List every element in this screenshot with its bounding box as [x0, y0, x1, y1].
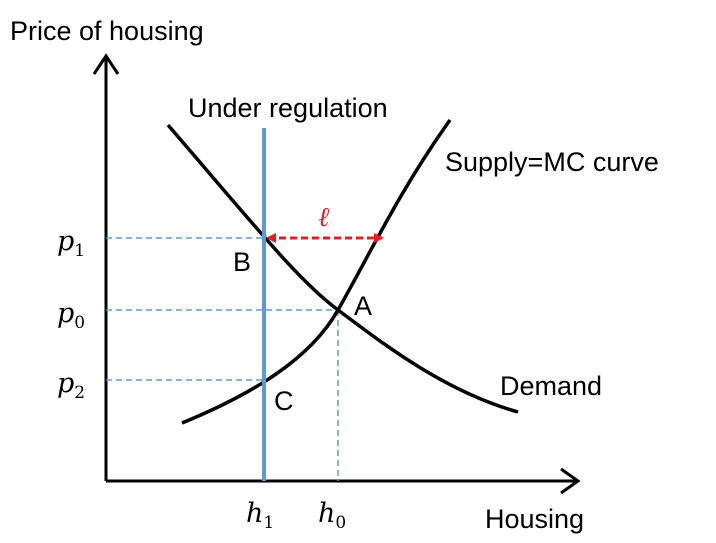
h0-label: h0: [318, 498, 346, 533]
regulation-label: Under regulation: [188, 93, 388, 123]
p2-label: p2: [57, 368, 85, 403]
y-axis-label: Price of housing: [10, 16, 204, 46]
supply-label: Supply=MC curve: [445, 147, 659, 177]
supply-curve: [181, 118, 452, 425]
y-axis-arrowhead: [92, 53, 120, 75]
p1-label: p1: [57, 226, 85, 261]
x-axis-arrowhead: [560, 467, 581, 495]
point-a-label: A: [354, 291, 372, 321]
x-axis-label: Housing: [485, 504, 584, 534]
point-c-label: C: [274, 386, 294, 416]
point-b-label: B: [233, 247, 251, 277]
p0-label: p0: [57, 298, 85, 333]
gap-label: ℓ: [318, 202, 330, 233]
demand-label: Demand: [500, 371, 602, 401]
h1-label: h1: [246, 498, 274, 533]
